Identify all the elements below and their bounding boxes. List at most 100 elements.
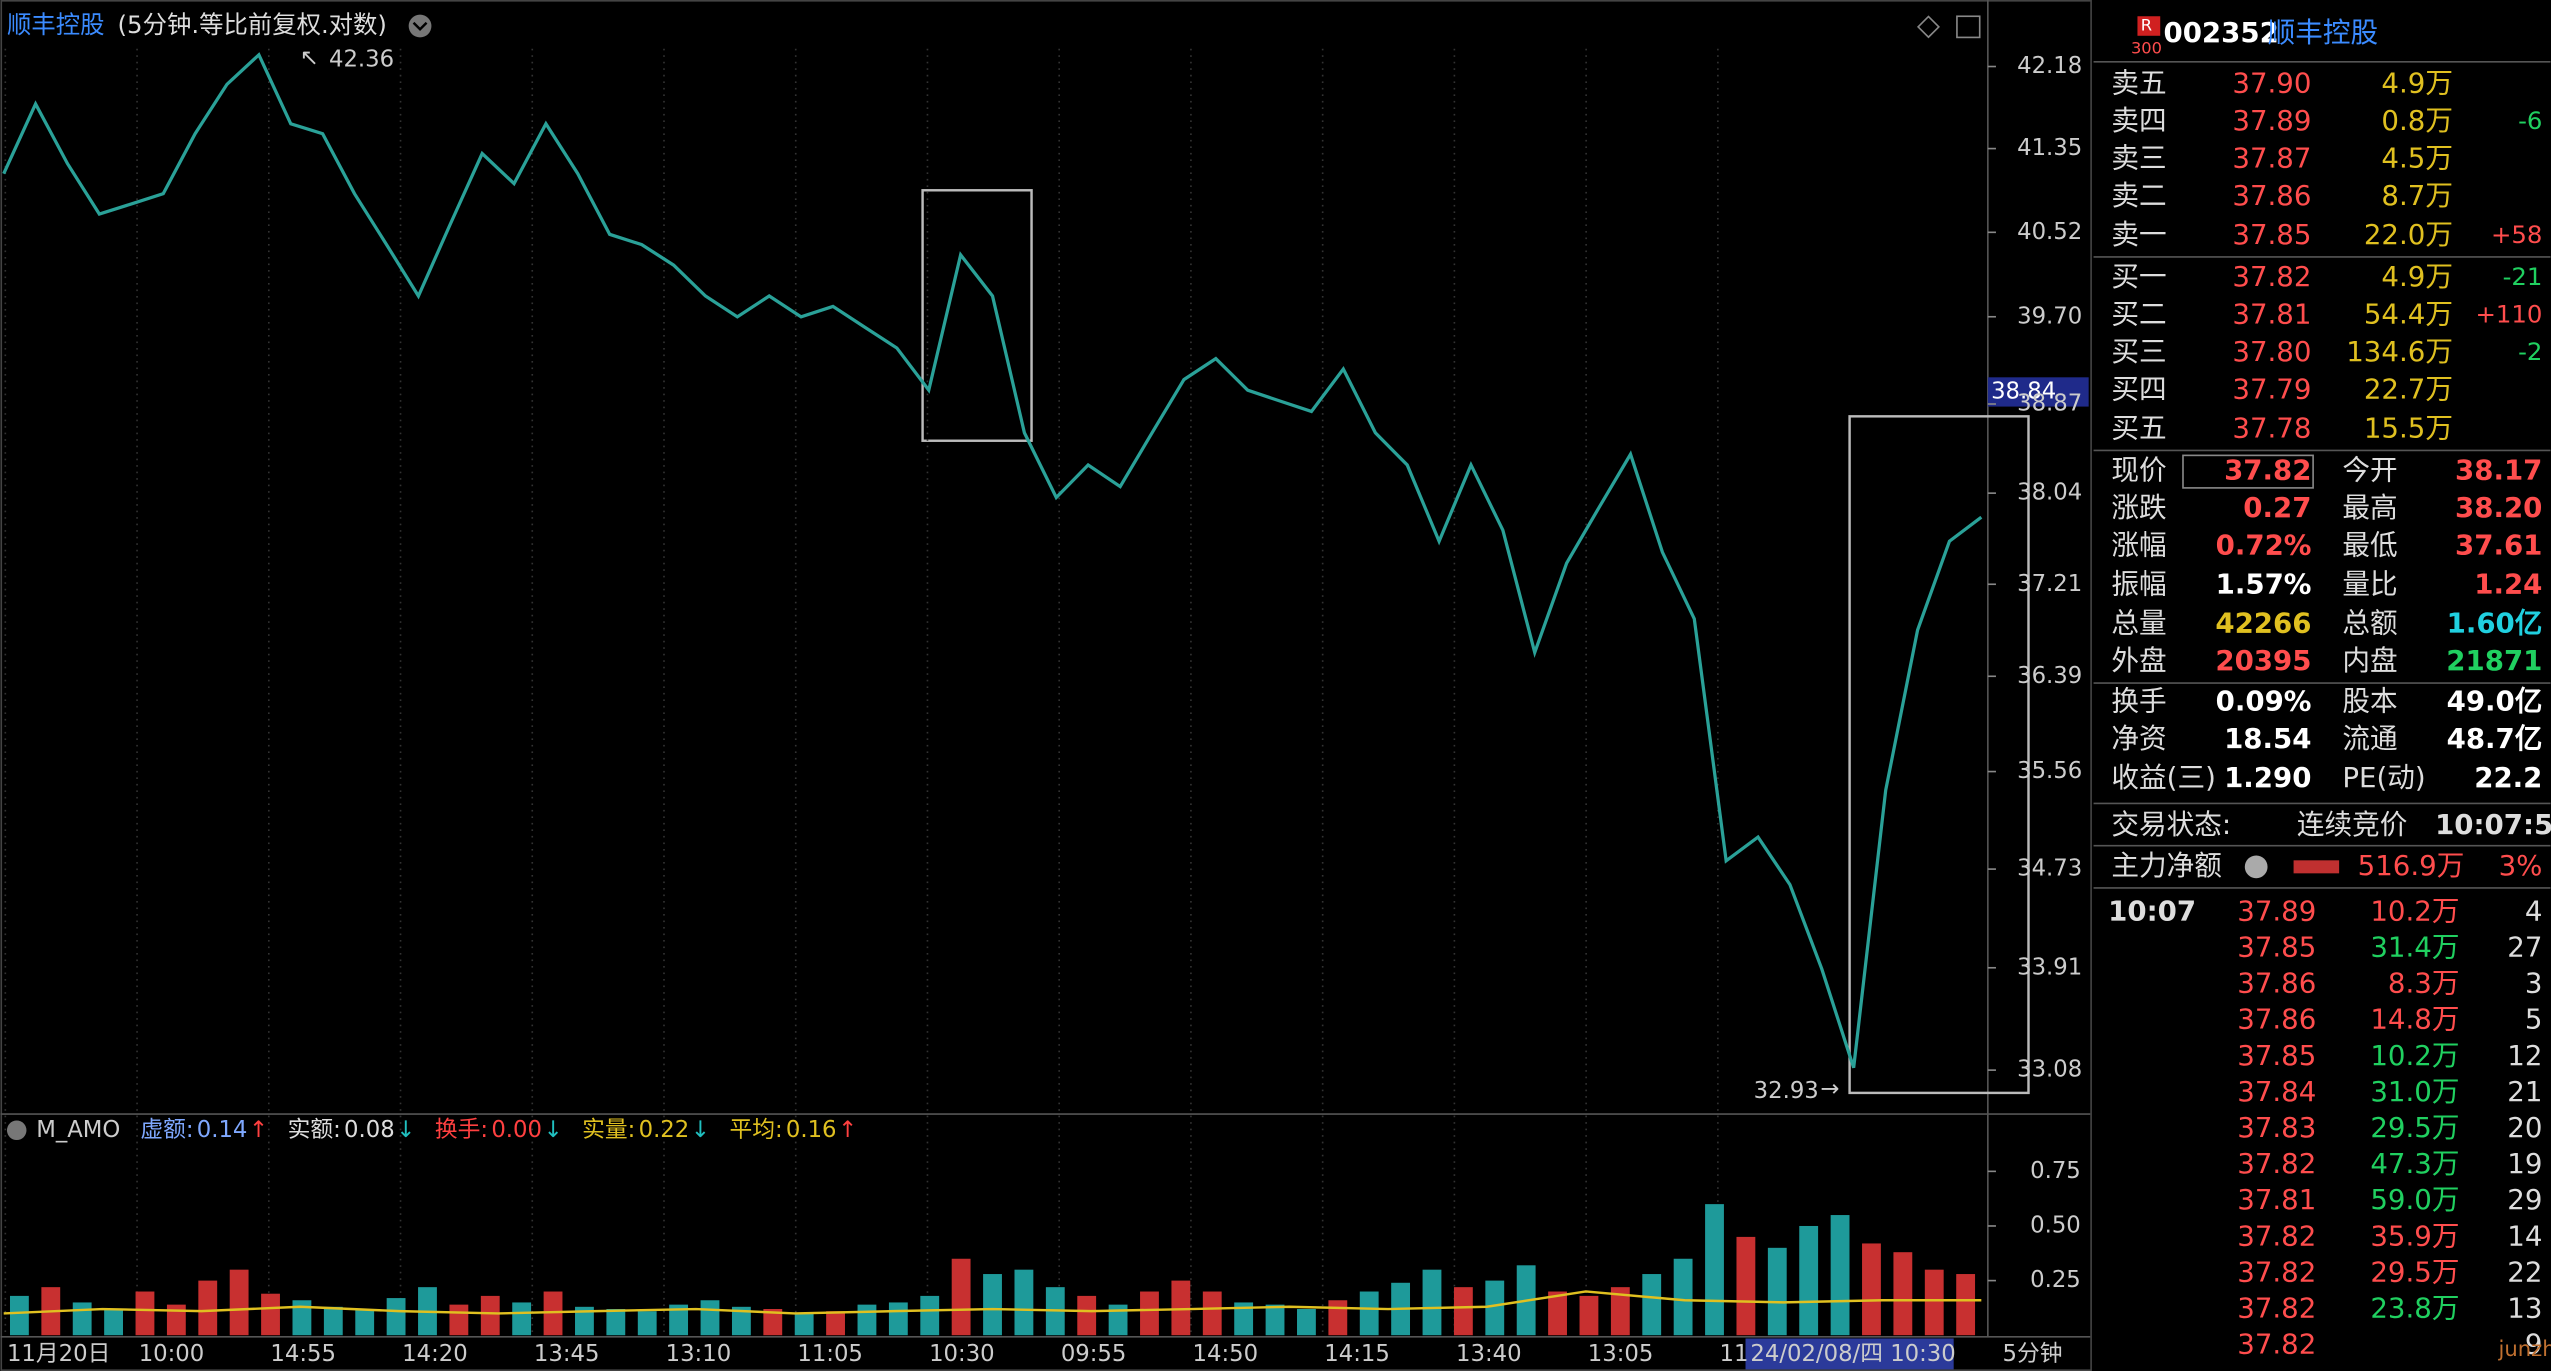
book-change: +110: [2475, 300, 2542, 329]
stat-label: 最低: [2342, 528, 2397, 561]
book-volume: 8.7万: [2381, 179, 2453, 212]
stat-value: 1.24: [2474, 567, 2542, 600]
current-price-badge: [1987, 377, 2089, 407]
tick-count: 29: [2507, 1183, 2542, 1216]
tick-price: 37.82: [2237, 1255, 2316, 1288]
volume-bar: [575, 1306, 594, 1336]
book-volume: 4.9万: [2381, 67, 2453, 100]
volume-bar: [951, 1258, 971, 1336]
stat-label: 量比: [2342, 567, 2397, 600]
book-label: 买三: [2111, 335, 2166, 368]
tick-price: 37.82: [2237, 1219, 2316, 1252]
indicator-label: 换手:: [435, 1117, 488, 1143]
indicator-arrow: ↓: [396, 1117, 415, 1143]
volume-bar: [1579, 1295, 1599, 1336]
tick-time: 10:07: [2108, 894, 2196, 927]
stat-label: 今开: [2342, 454, 2397, 487]
tick-count: 3: [2525, 967, 2543, 1000]
stat-label: 换手: [2111, 685, 2166, 718]
volume-bar: [888, 1302, 908, 1336]
volume-bar: [1014, 1269, 1034, 1336]
book-volume: 54.4万: [2364, 298, 2453, 331]
book-price: 37.90: [2232, 67, 2311, 100]
volume-bar: [1202, 1291, 1222, 1336]
volume-bar: [1328, 1300, 1348, 1336]
tick-price: 37.82: [2237, 1292, 2316, 1325]
badge-bottom: 300: [2131, 38, 2162, 57]
stat-value: 0.72%: [2216, 528, 2312, 561]
book-price: 37.78: [2232, 411, 2311, 444]
low-label: 32.93: [1754, 1078, 1819, 1104]
stat-label: 流通: [2342, 722, 2397, 755]
book-volume: 0.8万: [2381, 104, 2453, 137]
stat-label: 总额: [2342, 607, 2397, 640]
panel-toggle[interactable]: [1956, 15, 1981, 39]
tick-volume: 59.0万: [2370, 1183, 2459, 1216]
tick-volume: 10.2万: [2370, 894, 2459, 927]
volume-bar: [9, 1295, 29, 1336]
net-pct: 3%: [2499, 849, 2543, 882]
x-tick-label: 10:30: [929, 1341, 995, 1367]
arrow: →: [1820, 1076, 1839, 1102]
indicator-value: 0.14: [197, 1117, 248, 1143]
x-tick-label: 11月20日: [7, 1341, 110, 1367]
volume-bar: [920, 1295, 940, 1336]
tick-volume: 8.3万: [2388, 967, 2460, 1000]
indicator-value: 0.22: [639, 1117, 690, 1143]
stat-value: 37.61: [2455, 528, 2542, 561]
stat-label: PE(动): [2342, 761, 2425, 794]
tick-count: 13: [2507, 1292, 2542, 1325]
stock-name: 顺丰控股: [2268, 16, 2379, 49]
book-label: 买一: [2111, 260, 2166, 293]
book-volume: 134.6万: [2346, 335, 2453, 368]
tick-count: 9: [2525, 1328, 2543, 1361]
book-price: 37.79: [2232, 372, 2311, 405]
stat-label: 内盘: [2342, 644, 2397, 677]
tick-volume: 14.8万: [2370, 1003, 2459, 1036]
volume-bar: [1077, 1295, 1097, 1336]
y-tick-label: 0.25: [2030, 1267, 2081, 1293]
book-label: 买二: [2111, 298, 2166, 331]
volume-bar: [1767, 1247, 1787, 1336]
volume-bar: [1548, 1291, 1567, 1336]
book-price: 37.89: [2232, 104, 2311, 137]
volume-bar: [637, 1311, 657, 1336]
x-tick-label: 14:50: [1193, 1341, 1259, 1367]
tick-volume: 31.0万: [2370, 1075, 2459, 1108]
book-price: 37.80: [2232, 335, 2311, 368]
y-tick-label: 38.04: [2017, 480, 2082, 506]
tick-volume: 47.3万: [2370, 1147, 2459, 1180]
average-line: [3, 1290, 1982, 1315]
stat-value: 18.54: [2224, 722, 2311, 755]
tick-price: 37.83: [2237, 1111, 2316, 1144]
annotation-box: [921, 189, 1033, 442]
indicator-toggle[interactable]: [6, 1120, 27, 1141]
volume-bar: [72, 1302, 92, 1336]
tick-count: 22: [2507, 1255, 2542, 1288]
tick-price: 37.81: [2237, 1183, 2316, 1216]
book-label: 卖二: [2111, 179, 2166, 212]
volume-bar: [261, 1293, 280, 1336]
badge: [2137, 16, 2161, 36]
x-tick-label: 10:00: [139, 1341, 205, 1367]
info-icon[interactable]: [2244, 855, 2268, 879]
y-tick-label: 35.56: [2017, 758, 2082, 784]
x-tick-label: 13:05: [1588, 1341, 1654, 1367]
volume-bar: [1799, 1225, 1819, 1336]
indicator-arrow: ↓: [544, 1117, 563, 1143]
volume-bar: [700, 1300, 720, 1336]
tick-price: 37.85: [2237, 930, 2316, 963]
volume-bar: [292, 1300, 312, 1336]
tool-icon[interactable]: [1916, 15, 1940, 39]
volume-bar: [1956, 1274, 1976, 1336]
book-volume: 4.9万: [2381, 260, 2453, 293]
volume-bar: [1705, 1204, 1724, 1336]
dropdown-button[interactable]: [408, 14, 432, 38]
badge-top: R: [2141, 16, 2152, 35]
y-tick-label: 42.18: [2017, 53, 2082, 79]
volume-bar: [1422, 1269, 1442, 1336]
chart-subtitle: (5分钟.等比前复权.对数): [118, 10, 387, 39]
indicator-arrow: ↓: [691, 1117, 710, 1143]
book-label: 卖一: [2111, 218, 2166, 251]
y-tick-label: 0.50: [2030, 1212, 2081, 1238]
